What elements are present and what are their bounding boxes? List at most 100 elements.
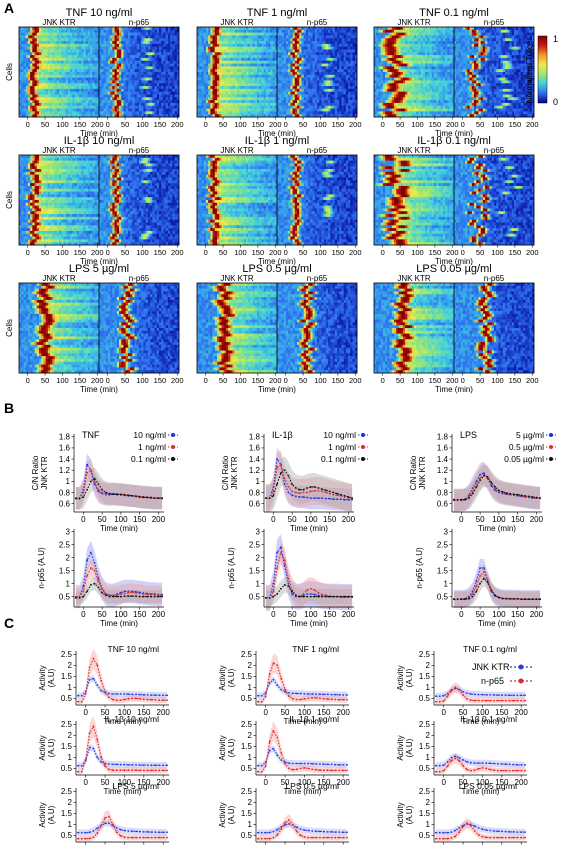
heatmap-cell [79,27,82,30]
heatmap-cell [48,35,51,38]
heatmap-cell [150,66,153,69]
heatmap-cell [88,80,91,83]
heatmap-cell [92,109,95,112]
heatmap-cell [353,95,356,98]
heatmap-cell [141,86,144,89]
heatmap-cell [39,95,42,98]
heatmap-cell [132,35,135,38]
heatmap-cell [86,66,89,69]
heatmap-cell [348,35,351,38]
heatmap-cell [226,103,229,106]
heatmap-cell [88,52,91,55]
heatmap-cell [264,38,267,41]
heatmap-cell [110,50,113,53]
heatmap-cell [430,44,433,47]
heatmap-cell [257,83,260,86]
heatmap-cell [43,35,46,38]
heatmap-cell [241,64,244,67]
heatmap-cell [81,30,84,33]
heatmap-cell [268,80,271,83]
heatmap-cell [141,52,144,55]
heatmap-cell [37,38,40,41]
heatmap-cell [350,44,353,47]
heatmap-cell [341,75,344,78]
heatmap-cell [281,33,284,36]
heatmap-cell [335,97,338,100]
heatmap-cell [39,92,42,95]
heatmap-cell [101,100,104,103]
heatmap-cell [48,58,51,61]
heatmap-cell [37,75,40,78]
heatmap-cell [32,27,35,30]
heatmap-cell [130,111,133,114]
heatmap-cell [281,41,284,44]
heatmap-cell [344,86,347,89]
heatmap-cell [110,58,113,61]
heatmap-cell [121,61,124,64]
heatmap-cell [348,92,351,95]
heatmap-cell [161,111,164,114]
heatmap-cell [46,106,49,109]
heatmap-cell [52,47,55,50]
heatmap-cell [59,86,62,89]
heatmap-cell [217,61,220,64]
heatmap-cell [350,95,353,98]
heatmap-cell [63,30,66,33]
heatmap-cell [321,61,324,64]
heatmap-cell [175,95,178,98]
heatmap-cell [150,33,153,36]
heatmap-cell [228,30,231,33]
heatmap-cell [41,44,44,47]
heatmap-cell [66,41,69,44]
heatmap-cell [148,61,151,64]
heatmap-cell [315,83,318,86]
heatmap-cell [412,44,415,47]
heatmap-cell [328,83,331,86]
heatmap-cell [290,38,293,41]
heatmap-cell [139,35,142,38]
heatmap-cell [57,55,60,58]
heatmap-cell [304,83,307,86]
heatmap-cell [344,100,347,103]
heatmap-cell [148,38,151,41]
heatmap-cell [199,100,202,103]
heatmap-cell [337,75,340,78]
heatmap-cell [83,89,86,92]
heatmap-cell [101,103,104,106]
heatmap-cell [330,47,333,50]
heatmap-cell [390,33,393,36]
heatmap-cell [103,41,106,44]
heatmap-cell [306,103,309,106]
heatmap-cell [239,106,242,109]
heatmap-cell [128,80,131,83]
heatmap-cell [81,69,84,72]
heatmap-cell [261,55,264,58]
heatmap-cell [204,103,207,106]
heatmap-cell [326,80,329,83]
heatmap-cell [201,111,204,114]
heatmap-cell [398,44,401,47]
heatmap-cell [233,86,236,89]
heatmap-cell [259,33,262,36]
heatmap-cell [310,109,313,112]
heatmap-cell [261,86,264,89]
heatmap-cell [159,52,162,55]
heatmap-cell [66,58,69,61]
heatmap-cell [398,50,401,53]
heatmap-cell [353,78,356,81]
heatmap-cell [376,41,379,44]
heatmap-cell [346,30,349,33]
heatmap-cell [346,106,349,109]
heatmap-cell [130,83,133,86]
heatmap-cell [450,47,453,50]
heatmap-cell [37,83,40,86]
heatmap-cell [204,100,207,103]
heatmap-cell [246,86,249,89]
heatmap-cell [288,78,291,81]
heatmap-cell [130,50,133,53]
heatmap-cell [317,58,320,61]
heatmap-cell [221,72,224,75]
heatmap-cell [170,61,173,64]
heatmap-cell [321,64,324,67]
heatmap-cell [235,44,238,47]
